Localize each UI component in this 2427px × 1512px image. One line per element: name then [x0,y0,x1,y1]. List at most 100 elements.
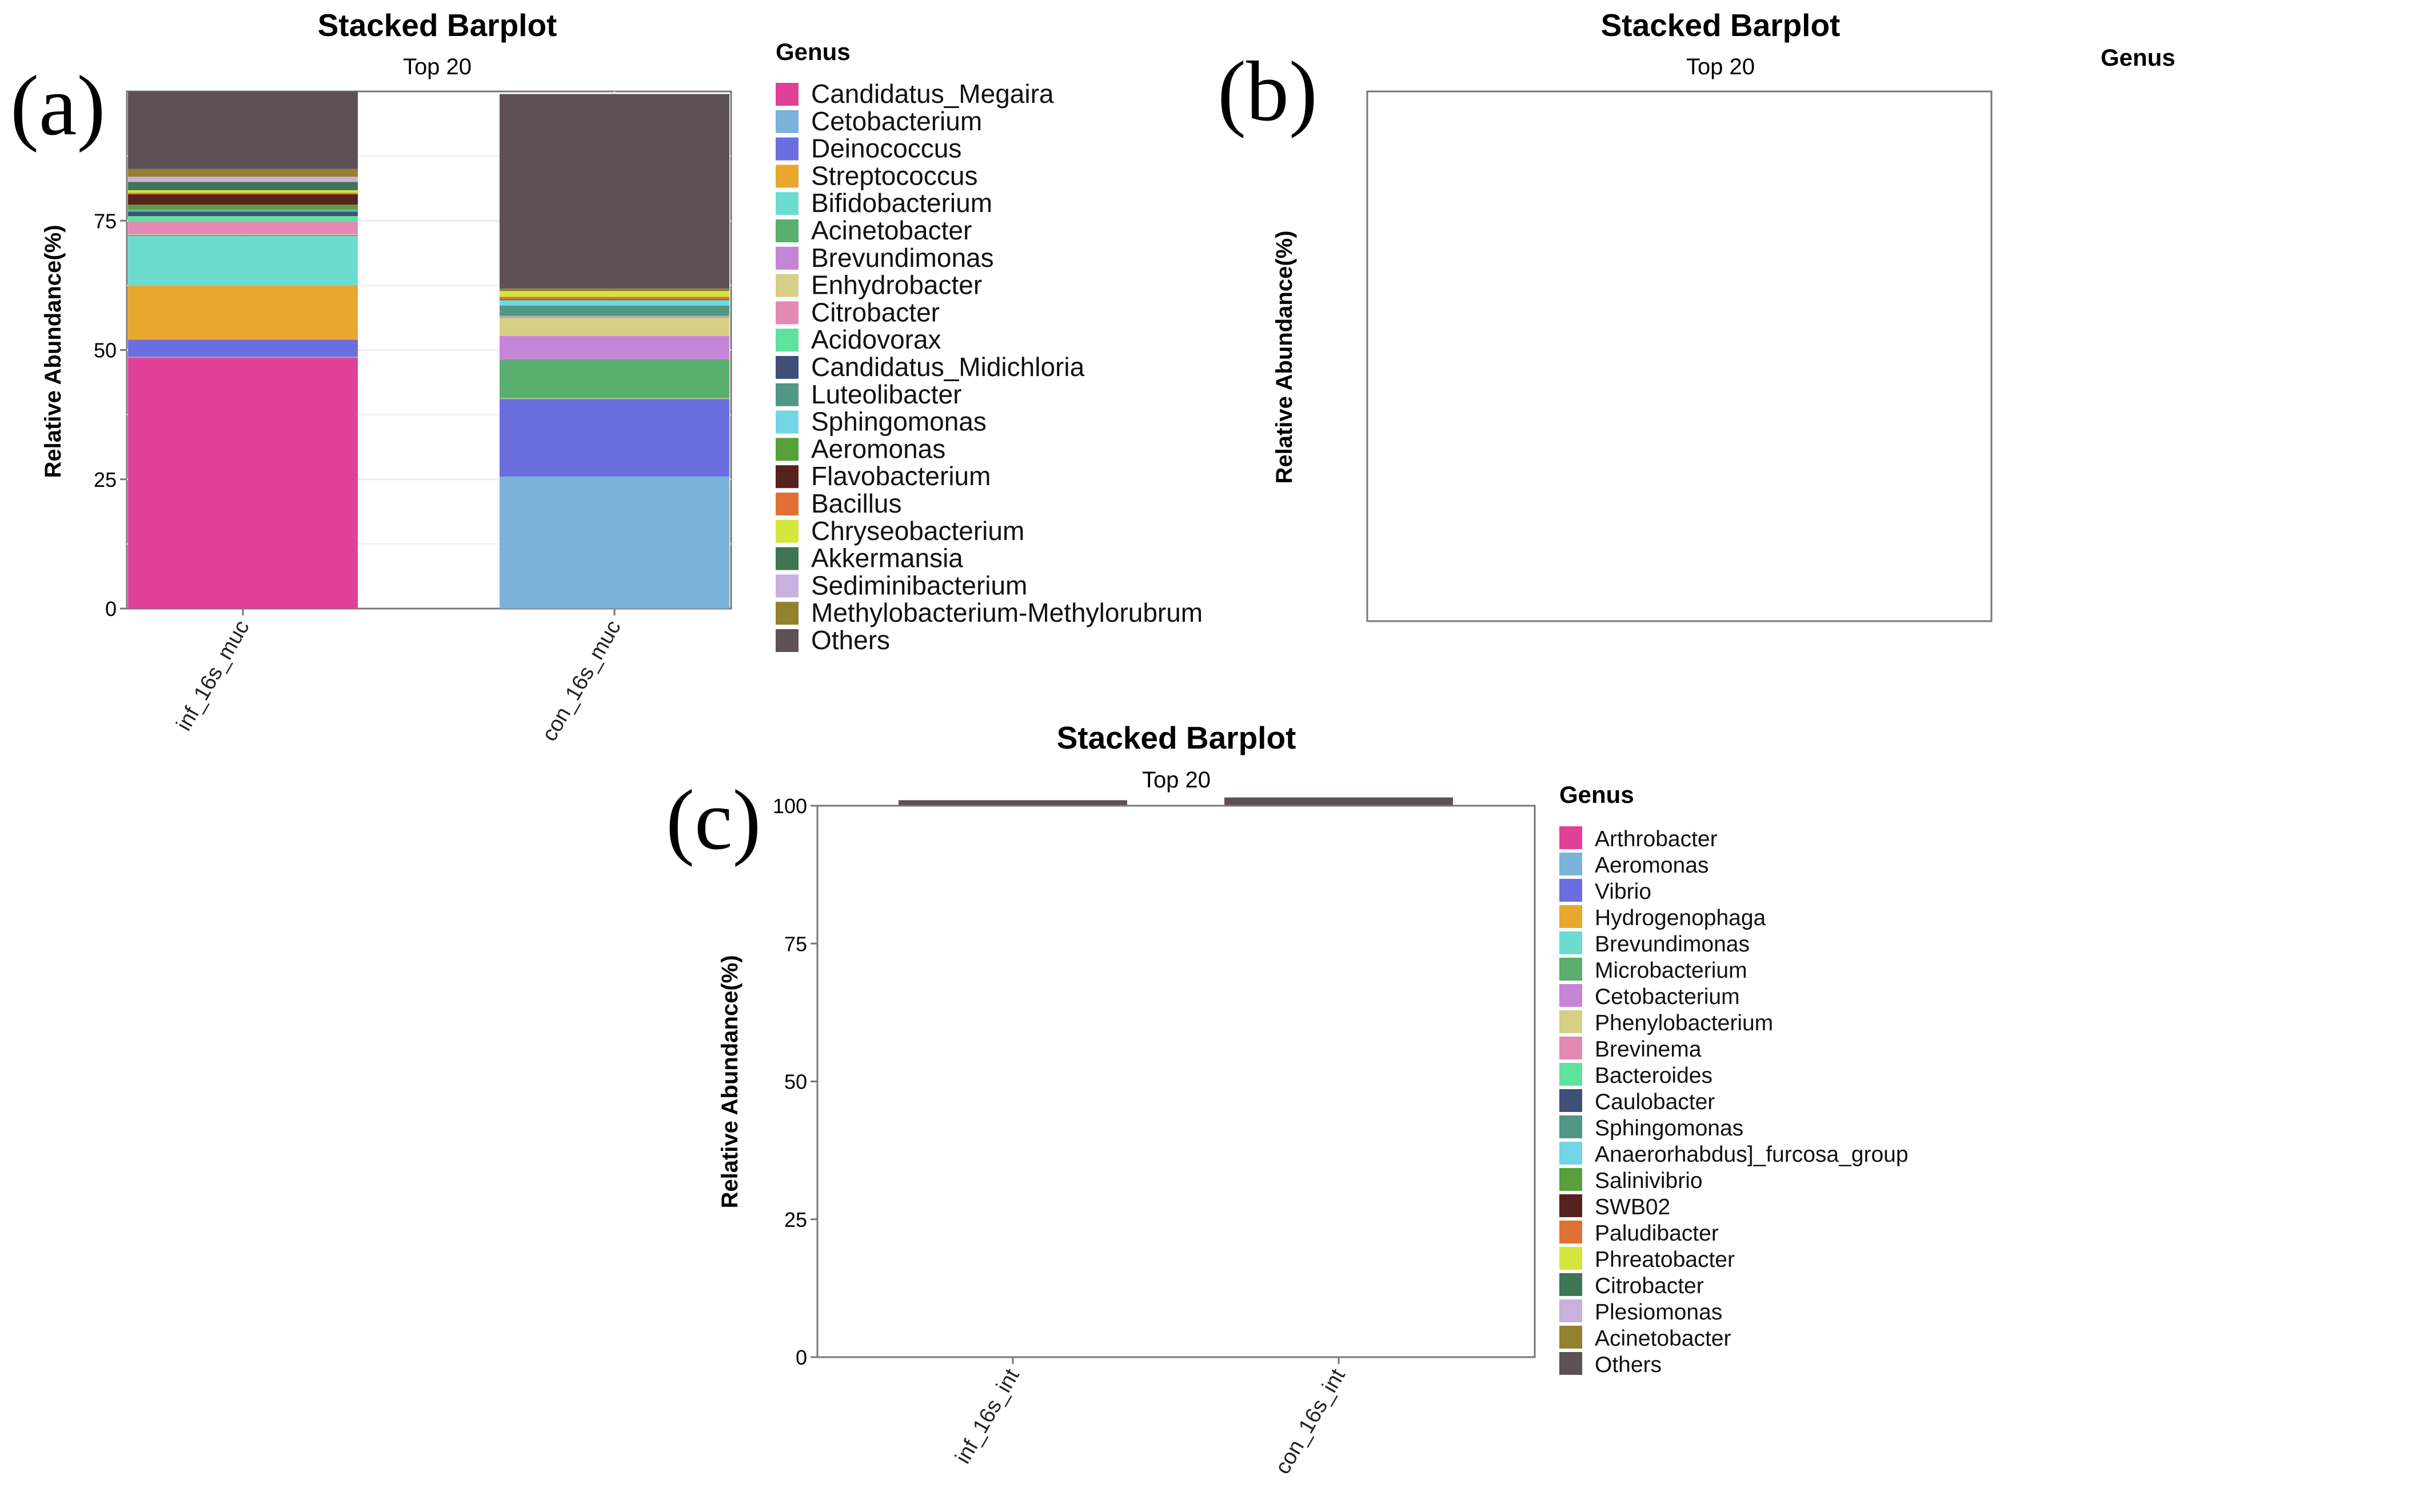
legend-items: ArthrobacterAeromonasVibrioHydrogenophag… [1559,826,1909,1377]
legend-swatch [1559,879,1582,902]
legend-item: Enhydrobacter [776,270,982,300]
bar-segment: Cetobacterium: 0.2 [128,357,358,358]
bar-segment: Methylobacterium-Methylorubrum: 0.5 [500,288,729,291]
legend-swatch [776,356,799,379]
legend-item: Sphingomonas [1559,1115,1743,1141]
legend-swatch [776,246,799,270]
legend-item: Brevundimonas [776,243,994,273]
legend-label: Caulobacter [1595,1090,1715,1114]
bars: Candidatus_Megaira: 48.5Cetobacterium: 0… [128,91,729,609]
legend-title: Genus [1559,781,1634,808]
legend-label: Phreatobacter [1595,1247,1735,1272]
bar-segment: Akkermansia: 1.6 [128,182,358,190]
legend-item: Anaerorhabdus]_furcosa_group [1559,1142,1909,1167]
legend-swatch [1559,826,1582,849]
legend-item: Aeromonas [776,434,945,463]
legend-swatch [1559,931,1582,954]
legend-title: Genus [2101,44,2175,71]
panel-label: (c) [666,773,761,867]
legend-item: Akkermansia [776,543,963,573]
y-axis-ticks: 0 25 50 75 [94,209,127,621]
legend-label: Others [811,625,890,655]
y-tick-label: 0 [796,1346,807,1369]
bar-segment: Candidatus_Megaira: 48.5 [128,358,358,609]
legend-swatch [776,493,799,515]
legend-item: Cetobacterium [1559,984,1740,1009]
legend-title: Genus [776,38,851,65]
legend-item: Citrobacter [776,297,940,327]
legend-label: Brevinema [1595,1037,1702,1062]
y-tick-label: 0 [105,597,117,621]
legend-label: Vibrio [1595,879,1651,904]
legend-swatch [776,83,799,106]
legend-label: Deinococcus [811,134,961,163]
y-tick-label: 75 [784,932,807,955]
bar-segment: Acinetobacter: 7.5 [500,359,729,398]
legend-item: Flavobacterium [776,461,991,491]
legend-label: Acidovorax [811,325,941,354]
plot-area [816,805,1536,1358]
legend-swatch [776,301,799,325]
legend-swatch [776,438,799,461]
y-axis-label: Relative Abundance(%) [41,225,66,478]
bar-segment: Chryseobacterium: 0.5 [128,190,358,193]
legend-swatch [1559,1063,1582,1086]
legend-item: Caulobacter [1559,1089,1715,1114]
legend-label: Luteolibacter [811,379,961,409]
chart-title: Stacked Barplot [318,7,557,43]
legend-label: Acinetobacter [1595,1326,1731,1351]
x-tick-label: inf_16s_int [951,1365,1024,1468]
legend-label: Arthrobacter [1595,827,1718,851]
legend-item: Brevundimonas [1559,931,1750,957]
y-tick-label: 50 [784,1070,807,1094]
legend-swatch [1559,958,1582,981]
legend: Genus ArthrobacterAeromonasVibrioHydroge… [1559,44,2175,1377]
legend-label: Others [1595,1353,1662,1377]
legend-swatch [776,629,799,652]
panel-label: (a) [10,58,105,153]
bar-segment: Sediminibacterium: 1 [128,177,358,182]
bar-segment: Citrobacter: 0.3 [500,316,729,318]
legend-item: Chryseobacterium [776,516,1024,546]
legend-swatch [1559,1273,1582,1296]
legend-item: Brevinema [1559,1037,1702,1062]
legend-swatch [1559,1142,1582,1165]
bar-segment: Luteolibacter: 2 [500,305,729,316]
y-tick-label: 75 [94,209,117,233]
bar-segment: Acidovorax: 1 [128,216,358,222]
legend-label: SWB02 [1595,1195,1670,1219]
y-axis-ticks: 0 25 50 75 100 [773,794,817,1369]
legend-swatch [776,410,799,434]
legend-item: Methylobacterium-Methylorubrum [776,598,1203,627]
chart-subtitle: Top 20 [1686,54,1755,79]
bar-segment: Flavobacterium: 0.1 [500,299,729,300]
y-tick-label: 100 [773,794,807,818]
bar-segment: Deinococcus: 15 [500,399,729,477]
bar-segment: Bacillus: 0.3 [128,193,358,195]
legend-swatch [776,165,799,188]
legend-swatch [776,274,799,297]
legend-label: Sphingomonas [811,407,987,437]
y-tick-label: 25 [94,468,117,491]
legend-label: Cetobacterium [811,106,982,136]
legend-label: Phenylobacterium [1595,1011,1773,1035]
legend-label: Sediminibacterium [811,570,1027,600]
legend-item: Microbacterium [1559,958,1747,983]
legend-swatch [776,519,799,543]
bar-segment: Luteolibacter: 0.3 [128,210,358,212]
legend-item: Bifidobacterium [776,188,992,218]
legend-item: Phreatobacter [1559,1247,1735,1272]
legend-swatch [776,110,799,133]
bar-segment: Bacillus: 0.5 [500,297,729,299]
bar-segment: Aeromonas: 0.1 [500,299,729,301]
x-tick-label: con_16s_muc [537,617,626,746]
legend-swatch [1559,853,1582,875]
legend-label: Brevundimonas [811,243,994,273]
legend-label: Citrobacter [811,297,940,327]
bar-segment: Brevundimonas: 4.5 [500,336,729,359]
legend-swatch [1559,905,1582,928]
bar-segment: Candidatus_Midichloria: 0.8 [128,211,358,217]
legend-swatch [776,547,799,570]
legend-label: Chryseobacterium [811,516,1024,546]
